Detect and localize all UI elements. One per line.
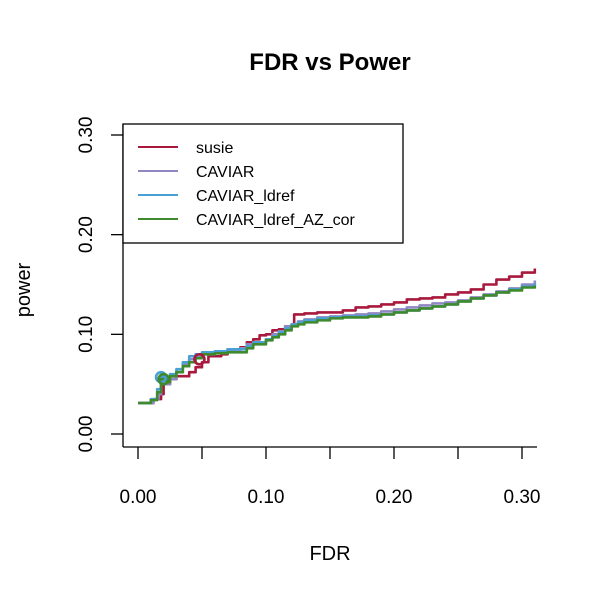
plot-area xyxy=(138,268,537,405)
x-tick-label: 0.30 xyxy=(504,487,541,508)
marker-CAVIAR_ldref_AZ_cor xyxy=(157,372,170,386)
series-line-CAVIAR_ldref_AZ_cor xyxy=(138,285,537,405)
marker-susie xyxy=(193,352,206,366)
y-tick-label: 0.30 xyxy=(76,117,97,154)
legend: susie CAVIAR CAVIAR_ldref CAVIAR_ldref_AZ_c… xyxy=(122,123,404,244)
series-line-CAVIAR_ldref xyxy=(138,283,537,405)
y-tick-label: 0.10 xyxy=(76,316,97,353)
legend-label-CAVIAR_ldref_AZ_cor: CAVIAR_ldref_AZ_cor xyxy=(196,212,356,229)
x-tick-label: 0.00 xyxy=(120,487,157,508)
y-axis-label: power xyxy=(13,262,35,317)
y-tick-label: 0.20 xyxy=(76,216,97,253)
legend-box xyxy=(122,123,404,244)
legend-label-susie: susie xyxy=(196,140,233,157)
x-axis-label: FDR xyxy=(309,543,350,565)
x-tick-label: 0.20 xyxy=(376,487,413,508)
legend-label-CAVIAR: CAVIAR xyxy=(196,164,254,181)
chart-title: FDR vs Power xyxy=(249,49,410,76)
y-tick-label: 0.00 xyxy=(76,416,97,453)
series-line-susie xyxy=(138,268,537,405)
axes: 0.00 0.10 0.20 0.30 0.00 0.10 0.20 0.30 xyxy=(76,117,540,508)
x-tick-label: 0.10 xyxy=(248,487,285,508)
legend-label-CAVIAR_ldref: CAVIAR_ldref xyxy=(196,188,295,205)
